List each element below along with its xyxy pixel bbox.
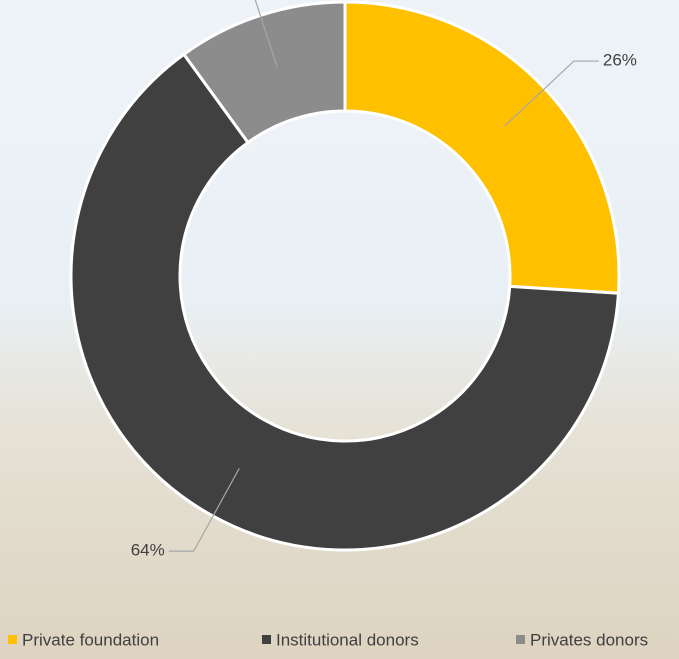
legend-label: Privates donors: [530, 630, 648, 649]
chart: 26%64%10%Private foundationInstitutional…: [0, 0, 679, 659]
legend-swatch: [516, 635, 525, 644]
legend-swatch: [8, 635, 17, 644]
data-label: 64%: [131, 541, 165, 560]
data-label: 26%: [603, 51, 637, 70]
legend-label: Private foundation: [22, 630, 159, 649]
legend-swatch: [262, 635, 271, 644]
legend-label: Institutional donors: [276, 630, 419, 649]
donut-slice: [345, 2, 619, 293]
page: {"chart_data": {"type": "donut", "catego…: [0, 0, 679, 659]
